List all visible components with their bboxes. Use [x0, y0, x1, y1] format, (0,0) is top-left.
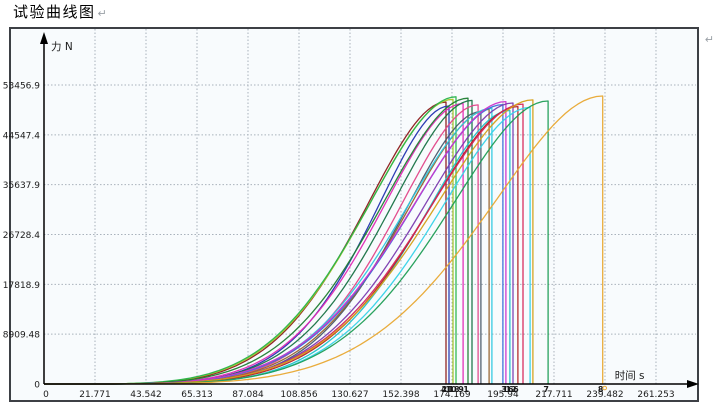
curve-end-label-16: 16 — [502, 385, 514, 394]
x-tick-label: 152.398 — [382, 390, 419, 400]
curve-end-label-12: 12 — [505, 385, 516, 394]
curve-end-marker-8 — [602, 385, 607, 391]
x-tick-label: 65.313 — [181, 390, 213, 400]
y-tick-label: 17818.9 — [3, 281, 40, 291]
curve-end-label-9: 9 — [458, 385, 464, 394]
curve-end-label-7: 7 — [543, 385, 549, 394]
y-tick-label: 26728.4 — [3, 231, 40, 241]
curve-end-label-6: 6 — [513, 385, 519, 394]
y-tick-label: 8909.48 — [3, 331, 40, 341]
x-tick-label: 87.084 — [232, 390, 264, 400]
chart-canvas: 0 8909.48 17818.9 26728.4 35637.9 44547.4 5345… — [3, 29, 699, 400]
y-tick-label: 0 — [34, 381, 40, 391]
paragraph-mark-icon: ↵ — [97, 8, 107, 20]
paragraph-mark-right-icon: ↵ — [704, 34, 714, 46]
curve-end-label-4: 4 — [441, 385, 447, 394]
x-tick-label: 21.771 — [79, 390, 111, 400]
x-tick-label: 195.94 — [487, 390, 519, 400]
curve-end-label-8: 8 — [598, 385, 604, 394]
test-curve-chart: 0 8909.48 17818.9 26728.4 35637.9 44547.4 5345… — [3, 27, 699, 402]
x-tick-label: 261.253 — [637, 390, 674, 400]
curve-end-label-3: 3 — [501, 385, 507, 394]
x-axis-title: 时间 s — [615, 369, 645, 382]
curve-end-label-1: 1 — [463, 385, 469, 394]
x-tick-label: 43.542 — [130, 390, 162, 400]
y-axis-title: 力 N — [51, 40, 73, 53]
y-tick-label: 35637.9 — [3, 181, 40, 191]
x-tick-label: 239.482 — [586, 390, 623, 400]
page-title-text: 试验曲线图 — [13, 4, 96, 21]
curve-end-label-18: 18 — [448, 385, 460, 394]
x-tick-label: 0 — [43, 390, 49, 400]
x-tick-label: 217.711 — [535, 390, 572, 400]
y-tick-label: 44547.4 — [3, 131, 40, 141]
curve-end-label-21: 21 — [441, 385, 453, 394]
curve-end-label-10: 10 — [445, 385, 457, 394]
x-tick-label: 130.627 — [331, 390, 368, 400]
plot-background — [11, 29, 697, 400]
x-axis-arrow-icon — [687, 380, 699, 388]
page-title: 试验曲线图 ↵ — [13, 4, 107, 23]
y-tick-label: 53456.9 — [3, 82, 40, 92]
x-tick-label: 108.856 — [280, 390, 317, 400]
x-tick-label: 174.169 — [433, 390, 470, 400]
y-axis-arrow-icon — [40, 32, 48, 44]
